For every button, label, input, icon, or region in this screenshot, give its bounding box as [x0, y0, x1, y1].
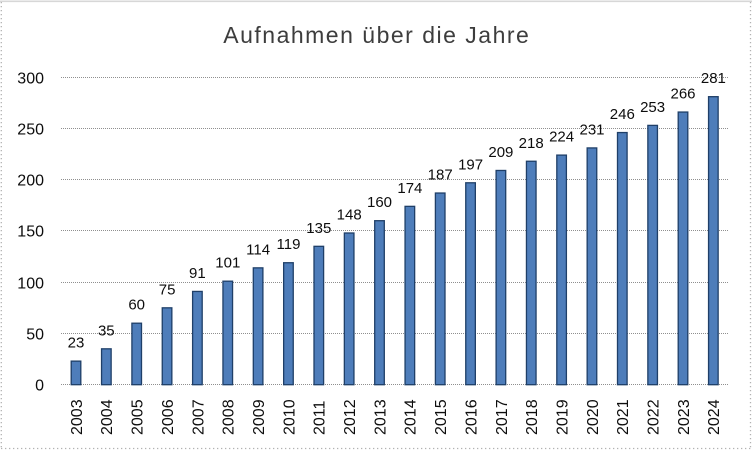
svg-text:2021: 2021 [615, 399, 632, 435]
svg-text:0: 0 [35, 377, 44, 394]
svg-text:2024: 2024 [706, 399, 723, 435]
svg-text:2014: 2014 [403, 399, 420, 435]
svg-text:187: 187 [428, 167, 453, 184]
svg-text:2004: 2004 [99, 399, 116, 435]
svg-text:209: 209 [488, 144, 513, 161]
svg-text:2003: 2003 [69, 399, 86, 435]
svg-text:250: 250 [17, 121, 44, 138]
svg-text:266: 266 [670, 86, 695, 103]
svg-text:160: 160 [367, 194, 392, 211]
svg-text:135: 135 [306, 220, 331, 237]
svg-text:50: 50 [26, 326, 44, 343]
svg-text:2006: 2006 [160, 399, 177, 435]
svg-text:35: 35 [98, 322, 115, 339]
svg-text:2016: 2016 [463, 399, 480, 435]
svg-text:2015: 2015 [433, 399, 450, 435]
svg-text:2019: 2019 [554, 399, 571, 435]
svg-text:150: 150 [17, 223, 44, 240]
svg-text:2022: 2022 [646, 399, 663, 435]
svg-text:281: 281 [701, 70, 726, 87]
svg-text:174: 174 [397, 180, 422, 197]
svg-text:114: 114 [246, 241, 270, 258]
svg-text:91: 91 [189, 265, 206, 282]
svg-text:2005: 2005 [130, 399, 147, 435]
svg-text:300: 300 [17, 70, 44, 87]
svg-text:197: 197 [458, 156, 483, 173]
svg-text:2023: 2023 [676, 399, 693, 435]
svg-text:119: 119 [277, 236, 301, 253]
svg-text:253: 253 [640, 99, 665, 116]
svg-text:75: 75 [159, 281, 176, 298]
svg-text:2009: 2009 [251, 399, 268, 435]
svg-text:231: 231 [579, 121, 604, 138]
svg-text:Aufnahmen über die Jahre: Aufnahmen über die Jahre [223, 22, 530, 48]
svg-text:2008: 2008 [221, 399, 238, 435]
svg-text:23: 23 [68, 335, 85, 352]
svg-text:2012: 2012 [342, 399, 359, 435]
svg-text:2020: 2020 [585, 399, 602, 435]
svg-text:246: 246 [610, 106, 635, 123]
svg-text:200: 200 [17, 172, 44, 189]
svg-text:2011: 2011 [312, 400, 329, 435]
svg-text:100: 100 [17, 275, 44, 292]
svg-text:60: 60 [128, 297, 145, 314]
svg-text:218: 218 [519, 135, 544, 152]
svg-text:148: 148 [337, 207, 362, 224]
svg-text:2010: 2010 [281, 399, 298, 435]
svg-text:2007: 2007 [190, 399, 207, 435]
svg-text:2017: 2017 [494, 399, 511, 435]
svg-text:224: 224 [549, 129, 574, 146]
svg-text:101: 101 [215, 255, 240, 272]
svg-text:2013: 2013 [372, 399, 389, 435]
svg-text:2018: 2018 [524, 399, 541, 435]
